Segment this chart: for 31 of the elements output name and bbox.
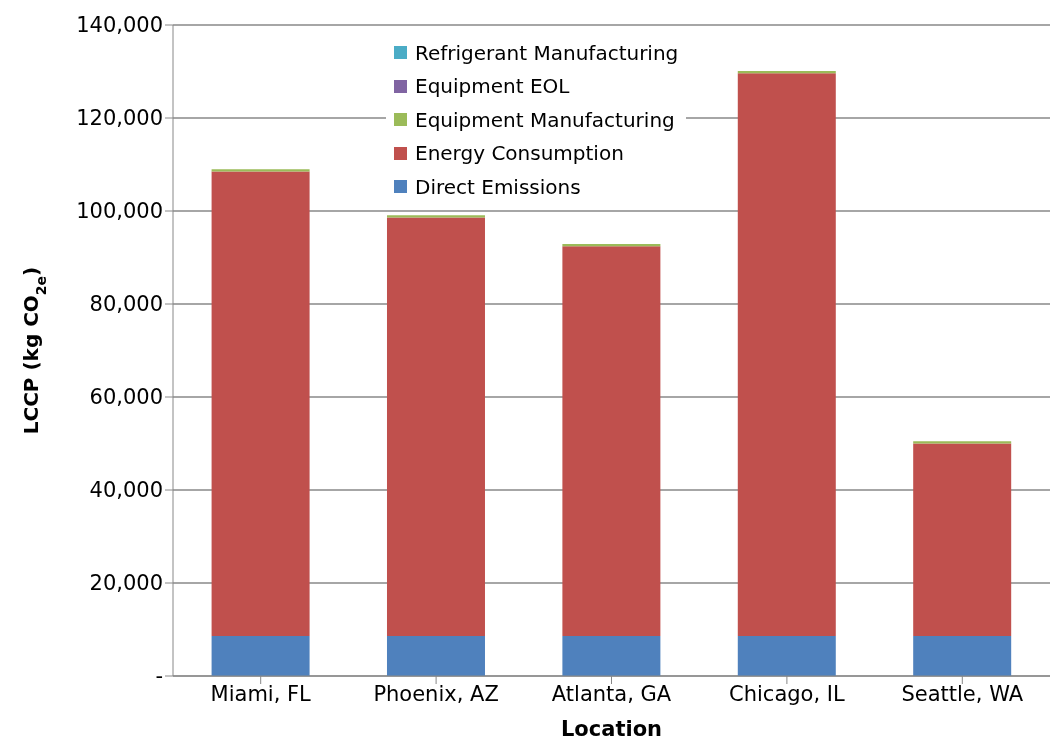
legend-label: Equipment Manufacturing [415,107,675,132]
y-tick-label: 40,000 [89,478,163,503]
bar [386,215,485,218]
bar [211,171,310,637]
bar [913,443,1012,637]
y-tick-label: 20,000 [89,571,163,596]
bar [386,217,485,637]
x-tick-label: Atlanta, GA [551,681,672,706]
bar [562,636,661,676]
x-tick-label: Phoenix, AZ [373,681,499,706]
bar [737,73,836,637]
x-tick-label: Miami, FL [210,681,312,706]
x-axis-title: Location [560,717,663,741]
y-tick-label: 80,000 [89,292,163,317]
legend-label: Refrigerant Manufacturing [415,40,679,65]
bar [386,636,485,676]
y-tick-label: 60,000 [89,385,163,410]
legend-label: Direct Emissions [415,174,581,199]
y-tick-label: 100,000 [76,199,163,224]
bar [211,636,310,676]
y-tick-label: - [155,664,163,689]
bar [737,636,836,676]
bar [913,636,1012,676]
y-tick-label: 120,000 [76,106,163,131]
x-tick-label: Seattle, WA [901,681,1024,706]
bar [913,441,1012,444]
legend-label: Equipment EOL [415,74,570,99]
y-tick-label: 140,000 [76,13,163,38]
bar [562,246,661,637]
legend-label: Energy Consumption [415,141,624,166]
x-tick-label: Chicago, IL [729,681,846,706]
